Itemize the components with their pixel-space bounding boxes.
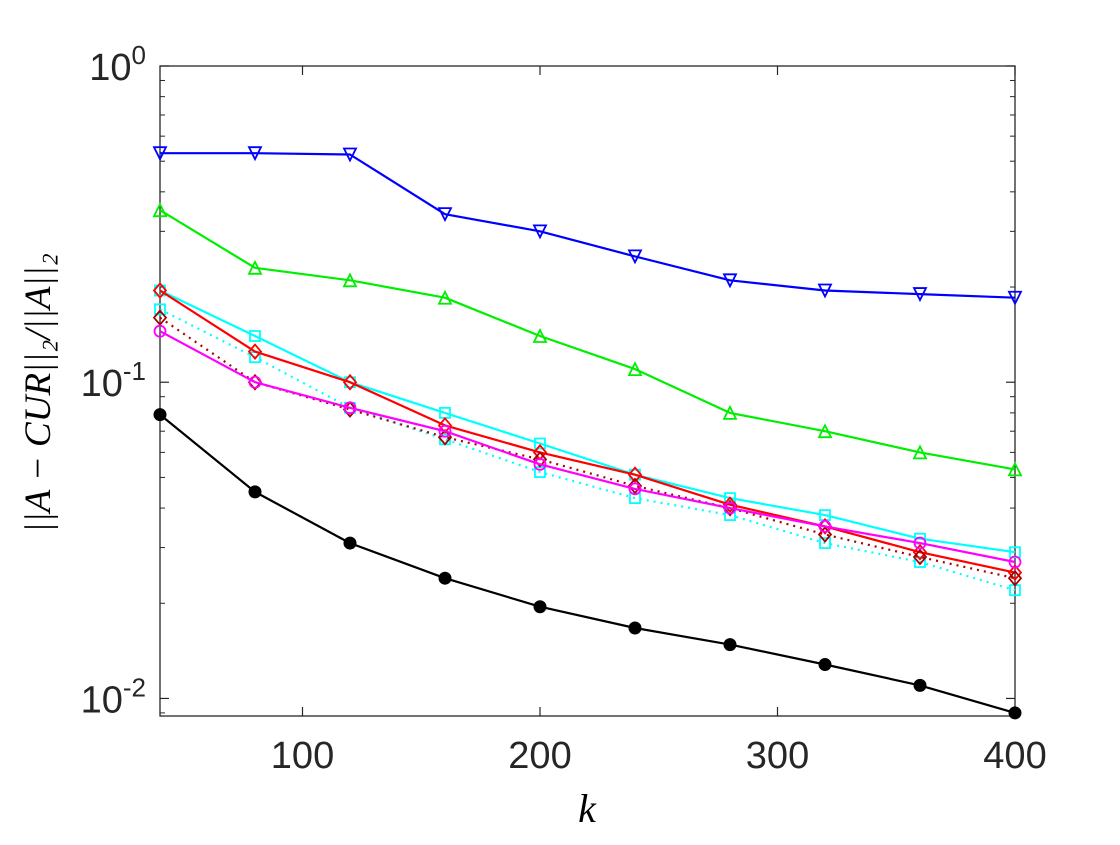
data-point-diamond — [152, 282, 168, 299]
data-point-triangle-down — [722, 273, 738, 289]
series-7 — [153, 324, 1022, 569]
y-axis-label: ||A − CUR||₂/||A||₂ — [18, 253, 59, 532]
data-point-triangle-up — [437, 289, 453, 305]
x-tick-label: 100 — [271, 735, 334, 777]
data-point-diamond — [1007, 569, 1023, 587]
data-point-triangle-down — [152, 146, 168, 162]
data-point-diamond — [627, 466, 643, 484]
data-point-triangle-up — [912, 444, 928, 460]
y-tick-label: 100 — [89, 40, 146, 89]
data-point-triangle-up — [532, 328, 548, 343]
data-point-diamond — [912, 543, 928, 561]
data-point-circle — [818, 519, 832, 533]
data-point-diamond — [1007, 564, 1023, 581]
data-point-filled-circle — [438, 571, 452, 585]
data-point-diamond — [722, 496, 738, 514]
x-tick-label: 200 — [508, 735, 571, 777]
series-3 — [154, 284, 1021, 559]
data-point-diamond — [532, 451, 548, 468]
series-line — [159, 330, 1016, 564]
data-point-square — [819, 537, 831, 549]
data-point-circle — [248, 375, 262, 389]
data-point-diamond — [627, 477, 643, 495]
data-point-diamond — [152, 309, 168, 327]
data-point-square — [249, 330, 261, 342]
x-tick-label: 400 — [983, 735, 1046, 777]
data-point-triangle-up — [152, 202, 168, 218]
data-point-filled-circle — [723, 638, 737, 652]
data-point-triangle-down — [912, 287, 928, 303]
x-axis-label: k — [578, 786, 597, 831]
series-line — [159, 413, 1016, 714]
y-tick-label: 10-1 — [81, 356, 146, 405]
series-2 — [152, 202, 1023, 477]
data-point-triangle-down — [627, 249, 643, 265]
y-tick-label: 10-2 — [81, 672, 146, 721]
series-line — [159, 289, 1016, 574]
series-line — [159, 209, 1016, 471]
data-point-triangle-down — [437, 207, 453, 223]
data-point-triangle-up — [1007, 461, 1023, 477]
data-point-circle — [723, 501, 737, 515]
data-point-filled-circle — [343, 536, 357, 550]
data-point-filled-circle — [153, 408, 167, 422]
data-point-circle — [913, 536, 927, 550]
data-point-triangle-up — [247, 259, 263, 275]
data-point-square — [534, 437, 546, 450]
data-point-triangle-down — [1007, 290, 1023, 306]
data-point-diamond — [342, 373, 358, 391]
data-point-filled-circle — [913, 678, 927, 692]
data-point-triangle-up — [627, 361, 643, 377]
data-point-filled-circle — [1008, 706, 1022, 720]
data-point-square — [914, 556, 926, 568]
data-point-circle — [533, 457, 547, 471]
data-point-filled-circle — [533, 600, 547, 614]
data-point-diamond — [912, 548, 928, 566]
x-tick-label: 300 — [746, 735, 809, 777]
data-point-filled-circle — [248, 485, 262, 499]
plot-area-frame — [159, 65, 1016, 717]
data-point-triangle-down — [532, 224, 548, 240]
data-point-circle — [343, 401, 357, 415]
data-point-triangle-down — [342, 147, 358, 163]
series-6 — [152, 309, 1023, 587]
data-point-filled-circle — [818, 658, 832, 672]
axes: 100 200 300 400 10-2 10-1 100 — [81, 40, 1047, 777]
data-point-triangle-up — [722, 404, 738, 420]
data-point-diamond — [817, 526, 833, 543]
data-point-filled-circle — [628, 621, 642, 635]
data-point-triangle-down — [817, 283, 833, 299]
data-point-circle — [1008, 555, 1022, 569]
data-point-square — [154, 303, 166, 316]
data-point-circle — [628, 482, 642, 496]
series-line — [159, 289, 1016, 554]
series-line — [159, 308, 1016, 592]
data-point-triangle-down — [247, 146, 263, 162]
data-point-circle — [438, 424, 452, 438]
data-point-circle — [153, 324, 167, 338]
series-1 — [152, 146, 1023, 306]
data-point-triangle-up — [817, 423, 833, 439]
data-point-diamond — [247, 343, 263, 360]
series-line — [160, 152, 1016, 299]
data-point-triangle-up — [342, 272, 358, 288]
data-point-diamond — [437, 417, 453, 434]
data-point-square — [724, 509, 736, 522]
series-8 — [153, 408, 1022, 720]
series-group — [152, 146, 1023, 720]
labels: k ||A − CUR||₂/||A||₂ — [18, 253, 597, 831]
